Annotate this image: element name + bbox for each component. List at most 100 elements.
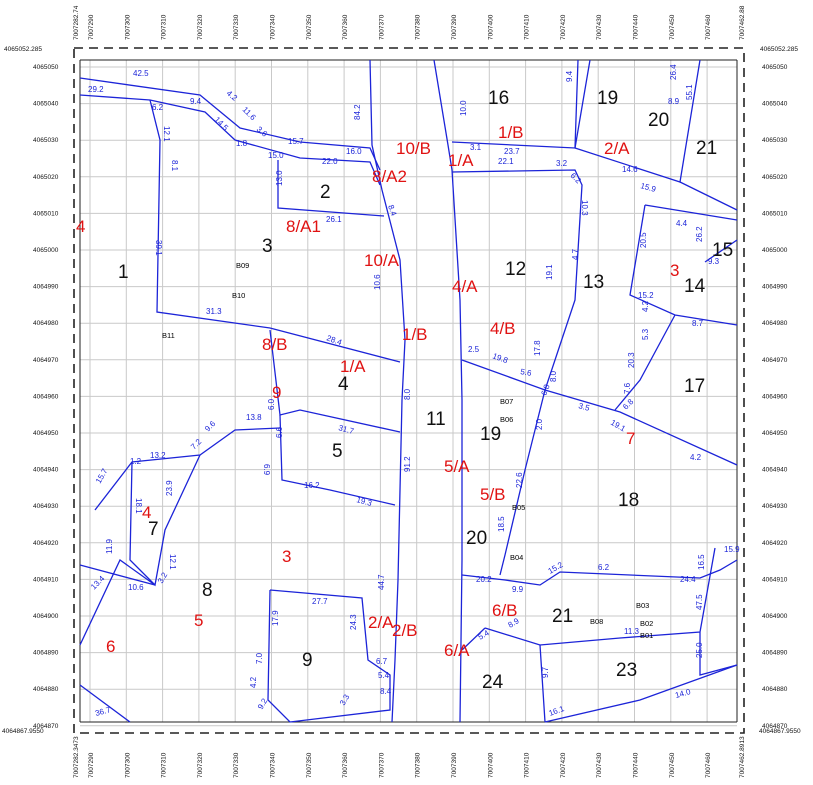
dimension-label: 22.0 — [322, 157, 338, 166]
dimension-label: 13.2 — [150, 451, 166, 460]
boundary-17-west — [614, 314, 676, 411]
dimension-label: 17.9 — [271, 610, 280, 626]
dimension-label: 18.1 — [134, 498, 143, 514]
dimension-label: 12.1 — [162, 126, 171, 142]
parcel-boundaries — [79, 59, 738, 723]
dimension-label: 11.3 — [624, 627, 640, 636]
red-label: 4 — [76, 217, 85, 236]
boundary-21-lower — [484, 547, 738, 676]
y-tick-label-left: 4064950 — [33, 430, 59, 437]
point-label: B04 — [510, 553, 523, 562]
point-label: B10 — [232, 291, 245, 300]
red-parcel-labels: 10/B 1/B 1/A 2/A 8/A2 8/A1 10/A 4/A 1/B 4/B 8/B 1/A… — [76, 123, 679, 660]
dimension-label: 4.2 — [690, 453, 702, 462]
dimension-label: 13.8 — [246, 413, 262, 422]
dimension-label: 5.6 — [520, 367, 533, 378]
dimension-label: 10.3 — [580, 200, 589, 216]
dimension-label: 8.7 — [692, 319, 704, 328]
x-tick-label-bottom: 7007360 — [342, 752, 349, 778]
parcel-number: 19 — [597, 88, 618, 109]
corner-top-left: 4065052.285 — [4, 46, 42, 53]
x-tick-label-bottom: 7007330 — [233, 752, 240, 778]
red-label: 8/A1 — [286, 217, 321, 236]
red-label: 1/A — [448, 151, 474, 170]
dimension-label: 16.0 — [346, 147, 362, 156]
dimension-label: 11.9 — [105, 538, 114, 554]
road-west-edge — [369, 59, 406, 723]
dimension-label: 13.0 — [275, 170, 284, 186]
boundary-9 — [267, 589, 391, 723]
y-tick-label-right: 4064920 — [762, 540, 788, 547]
dimension-label: 10.0 — [459, 100, 468, 116]
y-tick-label-right: 4065050 — [762, 64, 788, 71]
y-tick-label-right: 4065020 — [762, 174, 788, 181]
x-tick-label-bottom: 7007410 — [524, 752, 531, 778]
dimension-label: 23.7 — [504, 147, 520, 156]
y-tick-label-left: 4064930 — [33, 503, 59, 510]
x-tick-label-top: 7007310 — [161, 14, 168, 40]
point-label: B07 — [500, 397, 513, 406]
y-tick-label-left: 4065020 — [33, 174, 59, 181]
x-tick-label-top: 7007430 — [596, 14, 603, 40]
parcel-number: 11 — [426, 409, 446, 430]
dimension-label: 8.1 — [170, 160, 179, 172]
red-label: 1/B — [402, 325, 428, 344]
dimension-label: 20.5 — [639, 232, 648, 248]
x-tick-label-bottom: 7007440 — [633, 752, 640, 778]
y-tick-label-right: 4064870 — [762, 723, 788, 730]
x-tick-label-top: 7007290 — [88, 14, 95, 40]
y-tick-label-right: 4064980 — [762, 320, 788, 327]
dimension-label: 15.0 — [268, 151, 284, 160]
red-label: 9 — [272, 383, 281, 402]
y-tick-label-left: 4064960 — [33, 393, 59, 400]
x-tick-label-top: 7007420 — [560, 14, 567, 40]
y-tick-label-left: 4064870 — [33, 723, 59, 730]
dimension-label: 91.2 — [403, 456, 412, 472]
dimension-label: 19.1 — [545, 264, 554, 280]
red-label: 6/A — [444, 641, 470, 660]
dimension-label: 47.5 — [695, 594, 704, 610]
parcel-number: 2 — [320, 182, 331, 203]
corner-top-right-x: 7007462.88 — [739, 5, 746, 40]
boundary-24-west — [461, 627, 486, 651]
dimension-label: 26.4 — [669, 64, 678, 80]
boundary-5-south — [279, 414, 396, 506]
dimension-label: 6.0 — [0, 0, 12, 2]
dimension-label: 12.1 — [168, 554, 177, 570]
parcel-number: 8 — [202, 580, 213, 601]
y-tick-label-left: 4065000 — [33, 247, 59, 254]
dimension-label: 29.2 — [88, 85, 104, 94]
dimension-label: 23.9 — [165, 480, 174, 496]
dimension-label: 15.9 — [724, 545, 740, 554]
dimension-label: 26.2 — [695, 226, 704, 242]
dimension-label: 1.8 — [236, 139, 248, 148]
dimension-label: 5.3 — [641, 328, 650, 340]
dimension-label: 15.2 — [638, 291, 654, 300]
x-tick-label-top: 7007330 — [233, 14, 240, 40]
red-label: 2/B — [392, 621, 418, 640]
parcel-number: 18 — [618, 490, 639, 511]
y-tick-label-left: 4065050 — [33, 64, 59, 71]
dimension-label: 3.5 — [577, 401, 591, 413]
x-tick-label-bottom: 7007460 — [705, 752, 712, 778]
x-tick-label-bottom: 7007300 — [124, 752, 131, 778]
parcel-number: 21 — [696, 138, 717, 159]
corner-bottom-left-x: 7007282.3473 — [73, 736, 80, 778]
dimension-label: 4.2 — [641, 300, 650, 312]
boundary-14 — [629, 204, 738, 326]
dimension-label: 6.7 — [376, 657, 388, 666]
x-tick-label-top: 7007410 — [524, 14, 531, 40]
dimension-label: 8.4 — [380, 687, 392, 696]
red-label: 3 — [282, 547, 291, 566]
point-label: B08 — [590, 617, 603, 626]
boundary-north-upper — [79, 77, 381, 171]
x-tick-label-top: 7007320 — [197, 14, 204, 40]
y-tick-label-right: 4064910 — [762, 576, 788, 583]
y-tick-label-left: 4064920 — [33, 540, 59, 547]
dimension-label: 20.2 — [476, 575, 492, 584]
y-tick-label-left: 4065010 — [33, 210, 59, 217]
dimension-label: 6.6 — [275, 426, 284, 438]
x-tick-label-bottom: 7007380 — [415, 752, 422, 778]
red-label: 1/B — [498, 123, 524, 142]
